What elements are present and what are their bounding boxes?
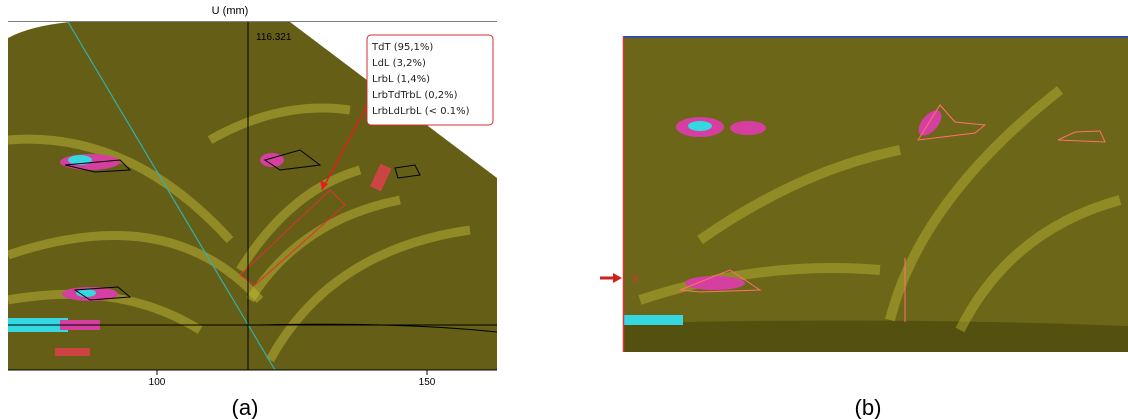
figure: U (mm) xyxy=(0,0,1128,419)
cursor-value: 116.321 xyxy=(256,32,292,43)
marker-label: X xyxy=(632,274,639,285)
marker-arrowhead xyxy=(613,273,622,283)
legend-entry: LrbLdLrbL (< 0.1%) xyxy=(372,106,470,117)
legend-entry: LdL (3,2%) xyxy=(372,58,426,69)
caption: (a) xyxy=(232,395,259,419)
axis-title: U (mm) xyxy=(212,5,249,17)
tick-label: 100 xyxy=(149,377,166,388)
legend-entry: LrbTdTrbL (0,2%) xyxy=(372,90,458,101)
legend-entry: TdT (95,1%) xyxy=(371,42,433,53)
image-b xyxy=(605,36,1128,352)
panel-b: X xyxy=(600,36,1128,352)
panel-a: U (mm) xyxy=(8,5,497,388)
caption: (b) xyxy=(855,395,882,419)
legend-entry: LrbL (1,4%) xyxy=(372,74,430,85)
tick-label: 150 xyxy=(419,377,436,388)
x-ticks: 100 150 xyxy=(149,370,436,388)
